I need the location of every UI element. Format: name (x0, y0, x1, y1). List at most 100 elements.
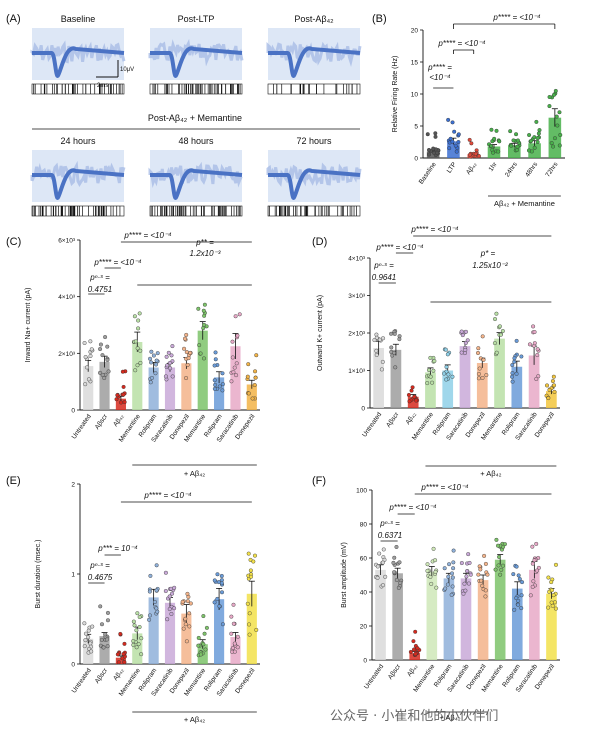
e-data-point (248, 574, 253, 579)
c-data-point (149, 360, 154, 365)
e-data-point (137, 625, 142, 630)
e-data-point (203, 647, 208, 652)
c-annot-6: 1.2x10⁻³ (190, 249, 221, 258)
trace-title-row2-0: 24 hours (60, 136, 96, 146)
e-data-point (201, 642, 206, 647)
trace-spike-row1-2 (268, 46, 361, 78)
trace-title-row1-1: Post-LTP (178, 14, 215, 24)
f-data-point (429, 581, 434, 586)
b-x-tick-label: 48hrs (524, 161, 539, 179)
c-x-tick-label: Aβscr (94, 412, 110, 430)
b-annot-4: <10⁻⁴ (429, 73, 451, 82)
d-data-point (494, 350, 499, 355)
f-data-point (494, 537, 499, 542)
b-data-point (534, 119, 539, 124)
trace-title-row2-1: 48 hours (178, 136, 214, 146)
b-data-point (552, 136, 557, 141)
e-data-point (83, 631, 88, 636)
d-data-point (410, 385, 415, 390)
e-data-point (118, 631, 123, 636)
e-annot-2: p*** = 10⁻⁴ (97, 544, 138, 553)
e-data-point (220, 622, 225, 627)
b-x-tick-label: 24hrs (504, 161, 519, 179)
d-data-point (412, 394, 417, 399)
e-data-point (86, 635, 91, 640)
c-y-tick-label: 0 (71, 408, 75, 415)
c-y-axis-label: Inward Na+ current (pA) (25, 288, 32, 363)
f-data-point (552, 600, 557, 605)
f-data-point (461, 591, 466, 596)
c-data-point (185, 362, 190, 367)
e-data-point (172, 585, 177, 590)
f-y-tick-label: 60 (360, 556, 368, 563)
f-data-point (514, 564, 519, 569)
f-data-point (394, 544, 399, 549)
c-data-point (88, 339, 93, 344)
b-data-point (557, 143, 562, 148)
c-data-point (170, 374, 175, 379)
d-bar (442, 370, 454, 408)
b-data-point (552, 92, 557, 97)
d-annot-2: p**** = <10⁻⁴ (375, 243, 424, 252)
f-data-point (434, 585, 439, 590)
c-y-tick-label: 2×10³ (58, 351, 76, 358)
c-data-point (98, 347, 103, 352)
e-bar (214, 599, 225, 664)
panel-letter-e: (E) (6, 475, 21, 487)
e-data-point (86, 628, 91, 633)
b-annot-3: p**** = (427, 63, 452, 72)
d-data-point (535, 347, 540, 352)
e-data-point (88, 641, 93, 646)
b-annot-2: p**** = <10⁻⁴ (437, 39, 486, 48)
e-data-point (248, 568, 253, 573)
d-annot-4: 0.9641 (372, 273, 396, 282)
b-data-point (453, 143, 458, 148)
c-data-point (115, 393, 120, 398)
e-data-point (122, 641, 127, 646)
e-data-point (216, 580, 221, 585)
f-data-point (496, 563, 501, 568)
f-data-point (442, 566, 447, 571)
b-data-point (476, 154, 481, 159)
d-y-tick-label: 4×10³ (348, 256, 366, 263)
f-data-point (467, 560, 472, 565)
f-data-point (479, 578, 484, 583)
f-data-point (549, 600, 554, 605)
e-data-point (154, 588, 159, 593)
c-data-point (231, 370, 236, 375)
e-data-point (217, 604, 222, 609)
c-data-point (234, 361, 239, 366)
e-bar (115, 657, 126, 664)
e-data-point (184, 639, 189, 644)
e-data-point (230, 646, 235, 651)
f-data-point (516, 573, 521, 578)
c-data-point (137, 311, 142, 316)
f-data-point (397, 560, 402, 565)
c-data-point (213, 382, 218, 387)
b-bar (426, 151, 440, 158)
f-data-point (546, 605, 551, 610)
f-bar (546, 593, 557, 660)
e-data-point (105, 644, 110, 649)
d-data-point (393, 365, 398, 370)
c-data-point (132, 314, 137, 319)
c-data-point (220, 382, 225, 387)
d-data-point (476, 371, 481, 376)
f-x-tick-label: Aβscr (387, 662, 403, 680)
scale-label-y: 10μV (120, 67, 134, 73)
e-data-point (232, 649, 237, 654)
c-data-point (83, 355, 88, 360)
d-data-point (551, 374, 556, 379)
d-data-point (500, 329, 505, 334)
f-data-point (485, 572, 490, 577)
d-data-point (372, 338, 377, 343)
c-data-point (198, 351, 203, 356)
trace-title-row1-2: Post-Aβ₄₂ (294, 14, 334, 24)
e-bar (148, 597, 159, 664)
d-y-tick-label: 3×10³ (348, 293, 366, 300)
d-data-point (460, 333, 465, 338)
d-bar (407, 396, 419, 408)
e-data-point (231, 602, 236, 607)
c-y-tick-label: 6×10³ (58, 238, 76, 245)
d-data-point (444, 364, 449, 369)
